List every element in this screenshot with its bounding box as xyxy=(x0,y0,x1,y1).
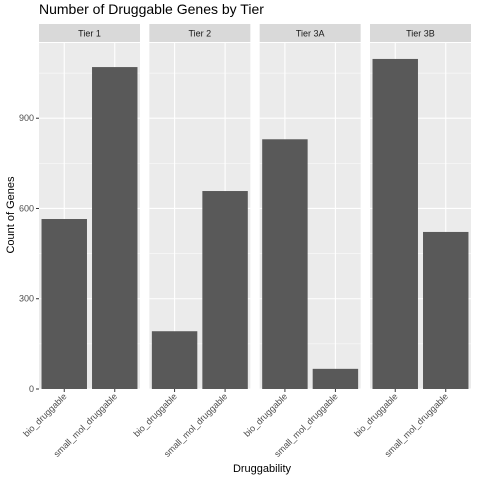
facet-strip xyxy=(149,24,251,42)
y-tick-label: 300 xyxy=(19,294,34,304)
facet-strip xyxy=(39,24,140,42)
bar-bio_druggable xyxy=(151,331,198,389)
facet-panels: Tier 1bio_druggablesmall_mol_druggableTi… xyxy=(21,24,471,459)
facet-strip-label: Tier 2 xyxy=(188,29,211,39)
y-tick-label: 0 xyxy=(29,384,34,394)
bar-bio_druggable xyxy=(372,58,418,390)
x-tick-label: bio_druggable xyxy=(352,391,399,438)
bar-small_mol_druggable xyxy=(202,191,248,389)
facet-strip-label: Tier 3B xyxy=(406,29,435,39)
facet-strip-label: Tier 1 xyxy=(78,29,101,39)
x-tick-label: bio_druggable xyxy=(242,391,289,438)
y-axis: 0 300 600 900 xyxy=(19,113,39,394)
y-axis-title: Count of Genes xyxy=(5,176,17,254)
x-tick-label: bio_druggable xyxy=(132,391,179,438)
x-tick-label: bio_druggable xyxy=(21,391,68,438)
y-tick-label: 900 xyxy=(19,113,34,123)
chart-title: Number of Druggable Genes by Tier xyxy=(39,1,264,17)
facet-strip xyxy=(369,24,471,42)
y-tick-label: 600 xyxy=(19,203,34,213)
facet-strip-label: Tier 3A xyxy=(296,29,325,39)
bar-bio_druggable xyxy=(262,139,308,389)
x-axis-title: Druggability xyxy=(233,463,292,475)
bar-small_mol_druggable xyxy=(312,368,359,389)
bar-bio_druggable xyxy=(41,219,87,389)
bar-small_mol_druggable xyxy=(423,231,469,389)
facet-strip xyxy=(259,24,361,42)
bar-small_mol_druggable xyxy=(92,67,138,389)
